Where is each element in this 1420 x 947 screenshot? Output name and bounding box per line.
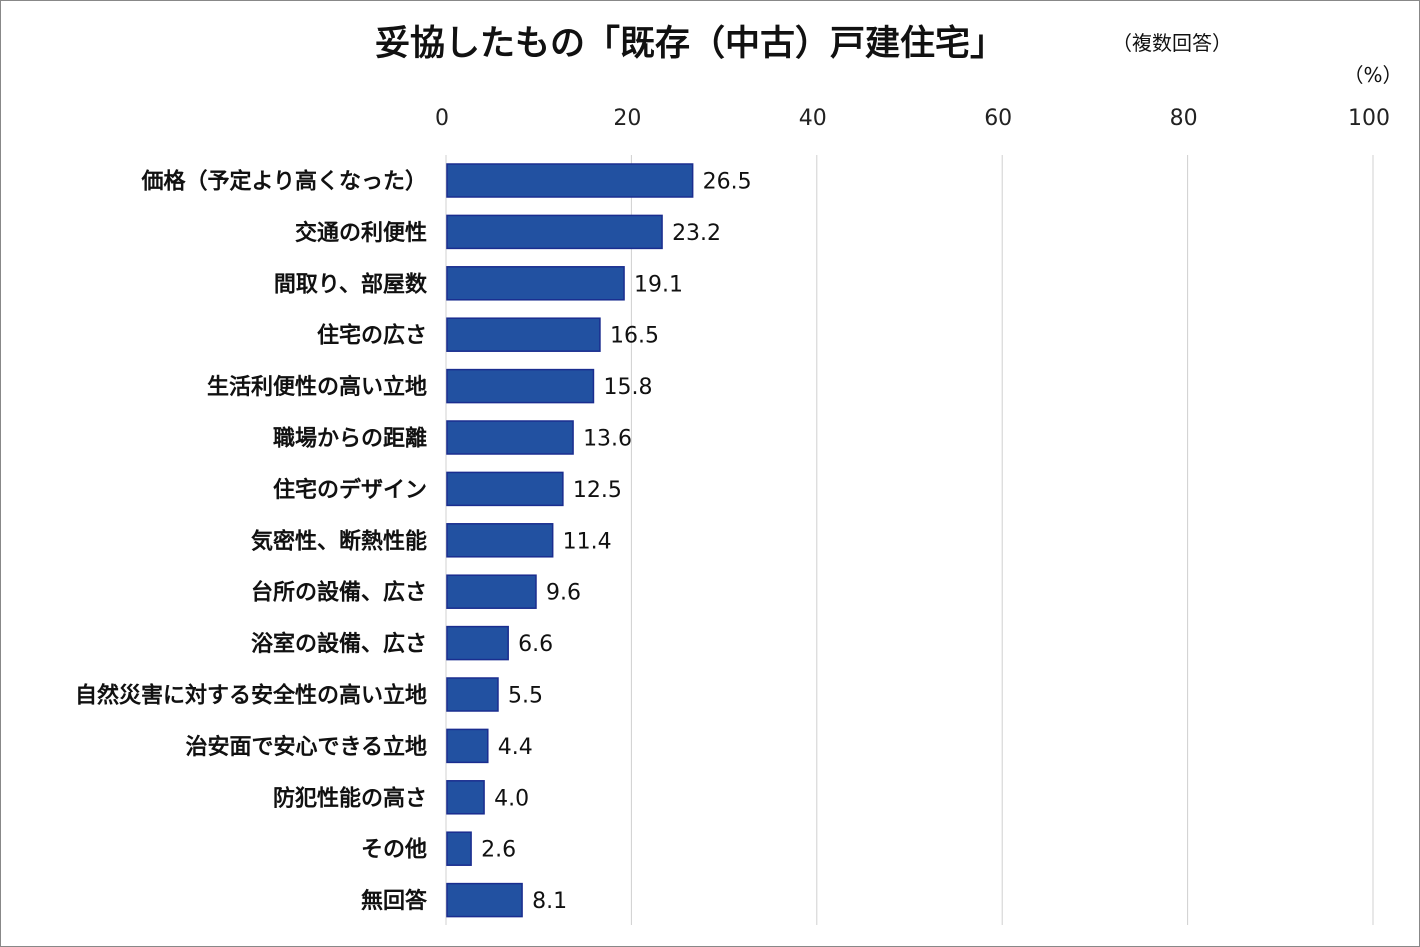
bar: [446, 882, 523, 918]
data-label: 6.6: [518, 632, 553, 657]
category-label: 気密性、断熱性能: [251, 528, 427, 554]
bar: [446, 368, 595, 404]
data-label: 11.4: [563, 529, 612, 554]
x-tick-label: 60: [984, 106, 1012, 131]
x-tick-label: 40: [799, 106, 827, 131]
data-label: 12.5: [573, 478, 622, 503]
bar: [446, 163, 694, 198]
data-label: 2.6: [481, 838, 516, 863]
category-label: 自然災害に対する安全性の高い立地: [75, 683, 427, 709]
bar: [446, 471, 564, 507]
category-label: 台所の設備、広さ: [251, 580, 427, 606]
bar: [446, 780, 485, 815]
data-label: 23.2: [672, 221, 721, 246]
x-tick-label: 0: [435, 106, 449, 131]
chart-subtitle: （複数回答）: [1112, 31, 1232, 55]
data-label: 5.5: [508, 684, 543, 709]
category-label: 価格（予定より高くなった）: [140, 169, 427, 195]
data-label: 16.5: [610, 324, 659, 349]
bar: [446, 574, 537, 609]
x-tick-label: 80: [1170, 106, 1198, 131]
data-label: 19.1: [634, 272, 683, 297]
bar: [446, 317, 601, 352]
data-label: 26.5: [703, 170, 752, 195]
data-label: 4.0: [494, 786, 529, 811]
x-tick-label: 20: [613, 106, 641, 131]
data-label: 9.6: [546, 581, 581, 606]
bar: [446, 214, 663, 250]
category-label: 浴室の設備、広さ: [251, 631, 427, 657]
category-label: 住宅のデザイン: [273, 477, 427, 503]
category-label: その他: [361, 838, 427, 863]
category-label: 職場からの距離: [273, 426, 427, 452]
category-label: 無回答: [361, 888, 428, 914]
data-label: 4.4: [498, 735, 533, 760]
bar: [446, 266, 625, 301]
category-label: 生活利便性の高い立地: [207, 374, 427, 400]
bar: [446, 523, 554, 558]
bar: [446, 625, 509, 661]
unit-label: （%）: [1343, 63, 1402, 87]
bar: [446, 420, 574, 455]
data-label: 13.6: [583, 427, 632, 452]
x-tick-label: 100: [1348, 106, 1390, 131]
category-label: 住宅の広さ: [317, 323, 427, 349]
category-label: 防犯性能の高さ: [273, 785, 427, 811]
bar: [446, 728, 489, 764]
data-label: 8.1: [532, 889, 567, 914]
chart-title: 妥協したもの「既存（中古）戸建住宅」: [375, 23, 1005, 64]
bar: [446, 677, 499, 712]
bar: [446, 831, 472, 866]
category-label: 交通の利便性: [295, 220, 427, 246]
category-label: 間取り、部屋数: [274, 271, 428, 297]
data-label: 15.8: [603, 375, 652, 400]
category-label: 治安面で安心できる立地: [185, 734, 427, 760]
